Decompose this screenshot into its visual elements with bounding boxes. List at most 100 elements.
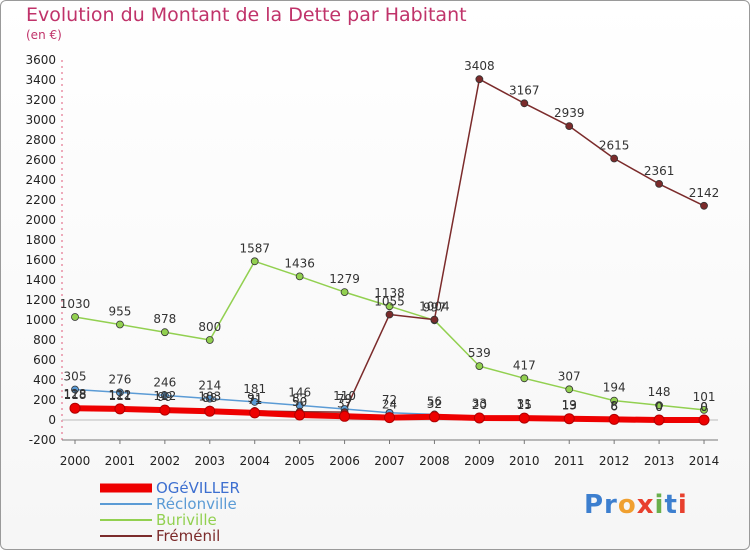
- data-label: 1436: [284, 256, 315, 270]
- data-point: [160, 328, 169, 337]
- data-label: 2361: [644, 164, 675, 178]
- data-point: [565, 385, 574, 394]
- data-label: 181: [243, 382, 266, 396]
- data-label: 194: [603, 381, 626, 395]
- data-point: [518, 412, 530, 424]
- y-tick-label: 800: [33, 333, 56, 347]
- data-point: [475, 362, 484, 371]
- data-point: [249, 407, 261, 419]
- data-label: 2142: [689, 186, 720, 200]
- data-label: 91: [247, 391, 262, 405]
- y-tick-label: 1600: [25, 253, 56, 267]
- y-tick-label: 3200: [25, 93, 56, 107]
- proxiti-logo: Proxiti: [584, 490, 688, 520]
- chart-title: Evolution du Montant de la Dette par Hab…: [26, 4, 467, 26]
- data-point: [563, 413, 575, 425]
- y-tick-label: 2400: [25, 173, 56, 187]
- data-point: [475, 75, 484, 84]
- data-label: 112: [153, 389, 176, 403]
- data-label: 305: [64, 370, 87, 384]
- data-label: 20: [472, 398, 487, 412]
- data-point: [428, 411, 440, 423]
- logo-letter: i: [654, 490, 665, 520]
- data-point: [294, 409, 306, 421]
- x-tick-label: 2010: [509, 454, 540, 468]
- data-label: 148: [648, 385, 671, 399]
- data-point: [698, 414, 710, 426]
- data-point: [205, 394, 214, 403]
- data-point: [339, 410, 351, 422]
- logo-letter: x: [636, 490, 655, 520]
- y-tick-label: -200: [29, 433, 56, 447]
- data-label: 997: [423, 300, 446, 314]
- data-label: 71: [247, 393, 262, 407]
- data-label: 1138: [374, 286, 405, 300]
- y-tick-label: 1200: [25, 293, 56, 307]
- x-tick-label: 2003: [195, 454, 226, 468]
- x-tick-label: 2002: [150, 454, 181, 468]
- data-label: 246: [153, 375, 176, 389]
- y-tick-label: 1800: [25, 233, 56, 247]
- data-label: 3167: [509, 83, 540, 97]
- data-label: 878: [153, 312, 176, 326]
- y-tick-label: 3400: [25, 73, 56, 87]
- data-point: [385, 302, 394, 311]
- data-point: [340, 288, 349, 297]
- data-point: [520, 374, 529, 383]
- data-label: 101: [693, 390, 716, 404]
- data-label: 88: [202, 391, 217, 405]
- data-label: 307: [558, 369, 581, 383]
- data-point: [160, 391, 169, 400]
- logo-letter: t: [664, 490, 678, 520]
- data-label: 1055: [374, 295, 405, 309]
- logo-letter: Pr: [584, 490, 618, 520]
- x-tick-label: 2009: [464, 454, 495, 468]
- y-tick-label: 3000: [25, 113, 56, 127]
- data-label: 122: [108, 388, 131, 402]
- data-point: [69, 402, 81, 414]
- data-label: 103: [198, 390, 221, 404]
- data-label: 72: [382, 393, 397, 407]
- data-label: 0: [655, 400, 663, 414]
- logo-letter: i: [677, 490, 688, 520]
- data-label: 2939: [554, 106, 585, 120]
- data-point: [700, 405, 708, 414]
- data-point: [385, 310, 394, 319]
- x-tick-label: 2011: [554, 454, 585, 468]
- data-label: 24: [382, 398, 397, 412]
- data-point: [71, 313, 79, 321]
- y-tick-label: 400: [33, 373, 56, 387]
- data-point: [159, 404, 171, 416]
- x-tick-label: 2014: [689, 454, 720, 468]
- legend-label: Buriville: [156, 511, 217, 529]
- legend-label: Réclonville: [156, 495, 237, 513]
- data-label: 13: [562, 399, 577, 413]
- data-point: [295, 272, 304, 281]
- data-label: 128: [64, 387, 87, 401]
- y-tick-label: 2800: [25, 133, 56, 147]
- data-label: 214: [198, 379, 221, 393]
- data-point: [204, 405, 216, 417]
- data-point: [608, 413, 620, 425]
- legend-label: Fréménil: [156, 527, 220, 545]
- x-tick-label: 2005: [284, 454, 315, 468]
- y-tick-label: 2600: [25, 153, 56, 167]
- x-tick-label: 2000: [60, 454, 91, 468]
- data-label: 99: [157, 390, 172, 404]
- y-tick-label: 2000: [25, 213, 56, 227]
- logo-letter: o: [617, 490, 637, 520]
- data-label: 6: [610, 399, 618, 413]
- data-point: [520, 99, 529, 108]
- y-tick-label: 1400: [25, 273, 56, 287]
- data-point: [430, 315, 439, 324]
- x-tick-label: 2013: [644, 454, 675, 468]
- data-label: 0: [700, 400, 708, 414]
- data-point: [384, 412, 396, 424]
- data-label: 1030: [60, 297, 91, 311]
- data-label: 15: [517, 398, 532, 412]
- data-label: 146: [288, 385, 311, 399]
- y-tick-label: 2200: [25, 193, 56, 207]
- data-point: [610, 396, 619, 405]
- x-tick-label: 2012: [599, 454, 630, 468]
